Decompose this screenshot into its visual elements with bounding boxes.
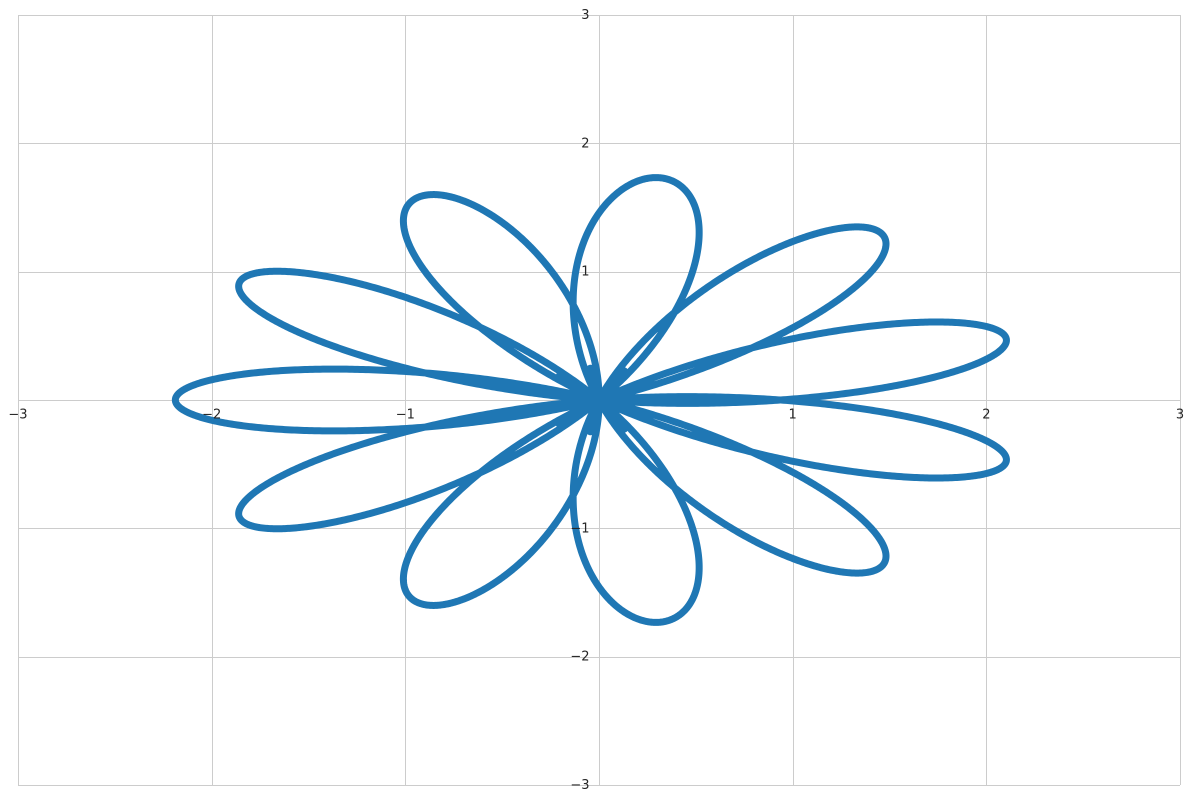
y-tick-label: −2 — [570, 650, 589, 665]
x-tick-label: −1 — [396, 408, 415, 423]
series — [171, 174, 1010, 626]
x-tick-label: 1 — [789, 408, 797, 423]
x-tick-label: 2 — [982, 408, 990, 423]
y-tick-label: 3 — [581, 8, 589, 23]
tick-labels: −3 −2 −1 1 2 3 −3 −2 −1 1 2 3 — [8, 8, 1184, 793]
x-tick-label: −3 — [8, 408, 27, 423]
y-tick-label: 1 — [581, 265, 589, 280]
series-curve — [171, 174, 1010, 626]
y-tick-label: −1 — [570, 521, 589, 536]
x-tick-label: 3 — [1176, 408, 1184, 423]
y-tick-label: −3 — [570, 778, 589, 793]
y-tick-label: 2 — [581, 136, 589, 151]
x-tick-label: −2 — [202, 408, 221, 423]
